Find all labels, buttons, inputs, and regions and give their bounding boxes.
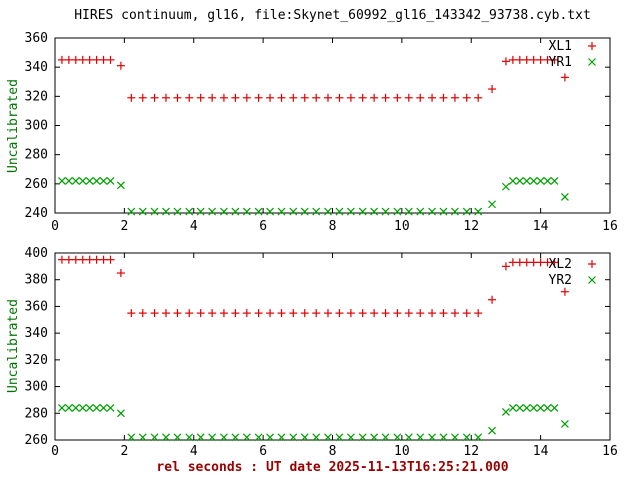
panel-2-xticks: 0 2 4 6 8 10 12 14 16 <box>51 253 618 459</box>
legend-label: YR1 <box>549 55 572 70</box>
legend-XL2: XL2 <box>549 257 596 272</box>
y-tick-label: 360 <box>25 299 48 314</box>
legend-marker-cross-icon <box>588 58 596 66</box>
panel-2: 0 2 4 6 8 10 12 14 16 260 280 300 320 340 360 380 400 XL2… <box>25 246 618 459</box>
x-tick-label: 14 <box>533 219 549 234</box>
panel-2-frame <box>54 252 611 441</box>
y-tick-label: 340 <box>25 60 48 75</box>
x-tick-label: 4 <box>190 219 198 234</box>
legend-label: YR2 <box>549 273 572 288</box>
x-tick-label: 6 <box>259 219 267 234</box>
y-axis-label-bottom: Uncalibrated <box>6 299 21 393</box>
legend-label: XL1 <box>549 39 572 54</box>
legend-YR2: YR2 <box>549 273 596 288</box>
x-tick-label: 14 <box>533 444 549 459</box>
x-tick-label: 0 <box>51 444 59 459</box>
y-tick-label: 380 <box>25 273 48 288</box>
x-tick-label: 6 <box>259 444 267 459</box>
x-tick-label: 2 <box>120 219 128 234</box>
series-YR2-points <box>58 404 569 442</box>
x-axis-label: rel seconds : UT date 2025-11-13T16:25:2… <box>156 460 509 475</box>
y-tick-label: 320 <box>25 89 48 104</box>
legend-YR1: YR1 <box>549 55 596 70</box>
y-tick-label: 320 <box>25 353 48 368</box>
panel-1-frame <box>54 37 611 214</box>
legend-label: XL2 <box>549 257 572 272</box>
panel-2-yticks: 260 280 300 320 340 360 380 400 <box>25 246 610 448</box>
y-tick-label: 360 <box>25 31 48 46</box>
y-tick-label: 400 <box>25 246 48 261</box>
x-tick-label: 4 <box>190 444 198 459</box>
y-tick-label: 280 <box>25 148 48 163</box>
x-tick-label: 16 <box>602 219 618 234</box>
x-tick-label: 2 <box>120 444 128 459</box>
y-axis-label-top: Uncalibrated <box>6 79 21 173</box>
x-tick-label: 0 <box>51 219 59 234</box>
legend-XL1: XL1 <box>549 39 596 54</box>
x-tick-label: 16 <box>602 444 618 459</box>
panel-1-yticks: 240 260 280 300 320 340 360 <box>25 31 610 221</box>
x-tick-label: 8 <box>329 219 337 234</box>
panel-1-xticks: 0 2 4 6 8 10 12 14 16 <box>51 38 618 234</box>
series-YR1-points <box>58 176 569 216</box>
x-tick-label: 12 <box>463 219 479 234</box>
legend-marker-cross-icon <box>588 276 596 284</box>
y-tick-label: 340 <box>25 326 48 341</box>
y-tick-label: 280 <box>25 406 48 421</box>
series-XL2-points <box>57 255 569 318</box>
series-XL1-points <box>57 55 569 102</box>
y-tick-label: 260 <box>25 433 48 448</box>
chart-title: HIRES continuum, gl16, file:Skynet_60992… <box>74 8 591 23</box>
x-tick-label: 10 <box>394 444 410 459</box>
y-tick-label: 260 <box>25 177 48 192</box>
legend-marker-plus-icon <box>588 42 596 50</box>
y-tick-label: 300 <box>25 119 48 134</box>
legend-marker-plus-icon <box>588 260 596 268</box>
x-tick-label: 10 <box>394 219 410 234</box>
x-tick-label: 8 <box>329 444 337 459</box>
y-tick-label: 240 <box>25 206 48 221</box>
y-tick-label: 300 <box>25 380 48 395</box>
x-tick-label: 12 <box>463 444 479 459</box>
